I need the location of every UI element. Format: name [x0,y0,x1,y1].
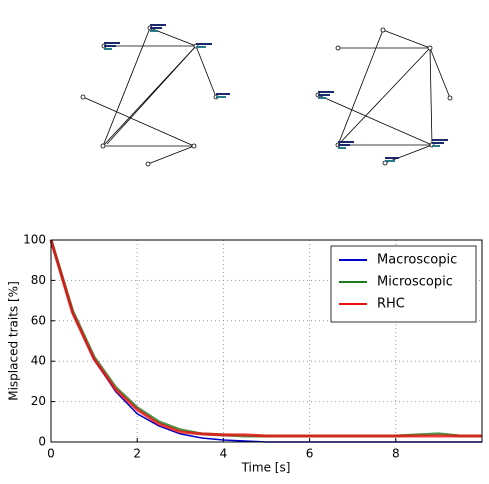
y-tick-label: 100 [23,233,46,247]
y-axis-label: Misplaced traits [%] [7,281,21,401]
network-left [80,24,230,167]
network-right [315,27,453,166]
series-line [49,239,482,438]
y-tick-label: 40 [31,354,46,368]
plot-frame [50,239,483,443]
legend-label: RHC [377,297,405,312]
legend-box [330,245,477,323]
x-tick-label: 8 [392,447,400,461]
x-tick-label: 2 [133,447,141,461]
y-tick-label: 20 [31,394,46,408]
legend-label: Macroscopic [377,253,457,268]
y-tick-label: 80 [31,273,46,287]
x-tick-label: 6 [306,447,314,461]
y-tick-label: 0 [38,435,46,449]
x-axis-label: Time [s] [241,461,291,475]
x-tick-label: 0 [47,447,55,461]
plot: 0 20 40 60 80 100 0 2 4 6 8 Macroscopic Microscopic R… [23,233,483,461]
x-tick-label: 4 [220,447,228,461]
legend-label: Microscopic [377,275,453,290]
y-tick-label: 60 [31,313,46,327]
